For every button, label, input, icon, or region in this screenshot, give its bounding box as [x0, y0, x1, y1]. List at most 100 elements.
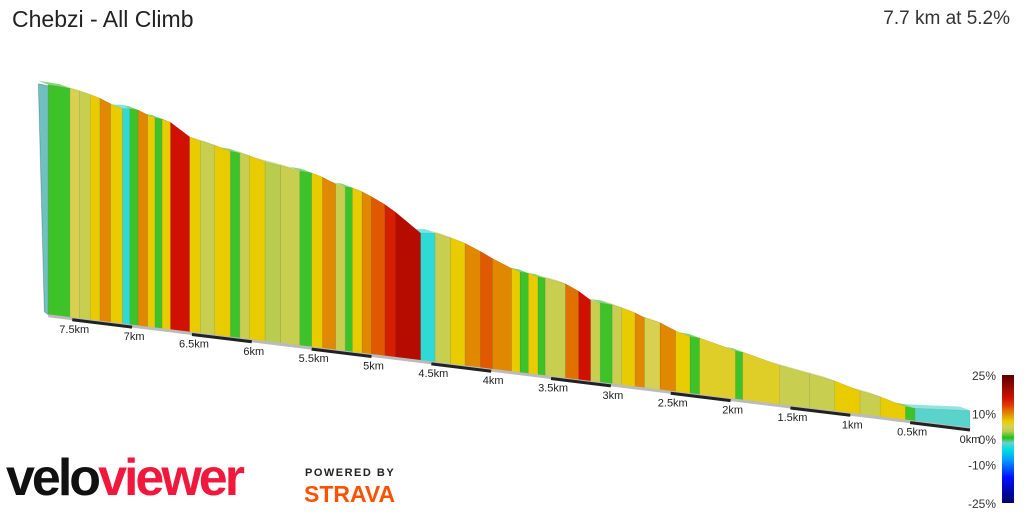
segment-7.35-7.44km	[79, 90, 91, 321]
segment-3.09-3.17km	[590, 299, 601, 383]
segment-3.99-4.09km	[480, 250, 493, 370]
axis-dash	[550, 377, 612, 388]
axis-dash	[790, 406, 851, 417]
segment-2.46-2.59km	[659, 322, 676, 393]
segment-top-face	[849, 386, 881, 397]
segment-0.92-1.13km	[834, 380, 861, 415]
segment-6.31-6.43km	[200, 140, 215, 336]
segment-4.22-4.34km	[450, 237, 466, 367]
x-tick-label: 1km	[842, 419, 863, 431]
x-tick-label: 3.5km	[538, 383, 568, 395]
segment-6.95-7.02km	[129, 108, 139, 327]
segment-3.27-3.38km	[565, 283, 579, 381]
logo-velo: velo	[6, 449, 101, 507]
segment-7.27-7.35km	[89, 93, 101, 322]
segment-top-face	[289, 166, 312, 173]
colorbar-label: 10%	[972, 407, 996, 421]
segment-6.18-6.31km	[214, 144, 231, 338]
segment-top-face	[824, 376, 860, 391]
x-tick-label: 7km	[124, 331, 145, 343]
x-tick-label: 2km	[722, 405, 743, 417]
segment-3.69-3.76km	[519, 271, 529, 375]
segment-top-face	[769, 361, 810, 374]
segment-5-5.08km	[361, 191, 372, 355]
segment-3.55-3.61km	[537, 276, 546, 377]
segment-3.83-3.99km	[492, 257, 512, 373]
x-tick-label: 6.5km	[179, 338, 209, 350]
segment-5.41-5.5km	[311, 172, 323, 349]
segment-4.59-4.8km	[395, 211, 421, 361]
segment-top-face	[611, 303, 635, 313]
segment-2.26-2.34km	[689, 336, 700, 396]
segment-top-face	[732, 348, 780, 366]
logo-viewer: viewer	[98, 449, 245, 507]
x-tick-label: 7.5km	[59, 324, 89, 336]
segment-5.89-6.02km	[249, 155, 266, 342]
segment-1.59-1.9km	[742, 351, 780, 405]
segment-1.96-2.26km	[699, 337, 736, 400]
axis-dash	[431, 362, 492, 373]
segment-2.91-2.99km	[611, 304, 622, 386]
x-tick-label: 2.5km	[658, 397, 688, 409]
segment-2.59-2.72km	[644, 317, 661, 391]
segment-top-face	[725, 346, 743, 353]
segment-7.08-7.18km	[110, 103, 123, 325]
segment-top-face	[904, 404, 970, 411]
axis-dash	[670, 391, 731, 403]
segment-0.75-0.92km	[859, 390, 881, 418]
x-tick-label: 1.5km	[777, 412, 807, 424]
segment-top-face	[190, 137, 215, 146]
segment-top-face	[527, 272, 546, 279]
segment-7.18-7.27km	[99, 97, 111, 323]
segment-top-face	[301, 168, 323, 178]
segment-top-face	[509, 267, 529, 274]
segment-top-face	[270, 161, 300, 171]
segment-top-face	[870, 392, 906, 407]
powered-by-label: POWERED BY	[305, 467, 396, 479]
segment-2.8-2.91km	[621, 307, 636, 388]
segment-top-face	[590, 298, 613, 305]
segment-2.72-2.8km	[634, 312, 645, 389]
x-tick-label: 5.5km	[299, 353, 329, 365]
segment-top-face	[602, 300, 622, 308]
x-tick-label: 0km	[960, 434, 981, 446]
segment-top-face	[239, 151, 265, 162]
axis-dash	[909, 421, 971, 432]
segment-2.34-2.46km	[675, 330, 691, 394]
colorbar-label: 0%	[979, 433, 997, 447]
climb-summary: 7.7 km at 5.2%	[883, 8, 1010, 29]
segment-4.34-4.47km	[434, 232, 451, 365]
segment-4.8-4.89km	[384, 203, 396, 358]
profile-end-face	[37, 83, 49, 316]
segment-7.52-7.7km	[48, 84, 71, 318]
strava-logo: STRAVA	[304, 481, 396, 507]
segment-top-face	[144, 113, 163, 119]
segment-5.3-5.41km	[322, 176, 336, 351]
x-tick-label: 6km	[243, 346, 264, 358]
segment-top-face	[112, 104, 130, 109]
segment-top-face	[535, 274, 566, 284]
segment-top-face	[335, 182, 353, 188]
x-tick-label: 3km	[603, 390, 624, 402]
segment-7.44-7.52km	[69, 87, 80, 319]
segment-7.02-7.08km	[122, 108, 131, 326]
colorbar-label: 25%	[972, 369, 996, 383]
segment-5.08-5.16km	[352, 187, 363, 354]
colorbar-label: -10%	[968, 459, 996, 473]
segment-5.16-5.22km	[344, 186, 353, 353]
segment-4.47-4.59km	[420, 232, 436, 363]
segment-top-face	[204, 141, 231, 152]
segment-6.81-6.87km	[147, 114, 156, 329]
segment-top-face	[69, 87, 91, 95]
segment-top-face	[254, 157, 281, 166]
segment-5.5-5.6km	[299, 170, 312, 348]
segment-3.61-3.69km	[528, 272, 539, 376]
axis-dash	[311, 347, 372, 358]
segment-top-face	[799, 369, 835, 381]
segment-4.09-4.22km	[464, 242, 481, 369]
axis-dash	[72, 318, 133, 329]
segment-5.22-5.3km	[335, 183, 346, 352]
segment-top-face	[38, 80, 70, 89]
segment-3.76-3.83km	[511, 267, 521, 374]
